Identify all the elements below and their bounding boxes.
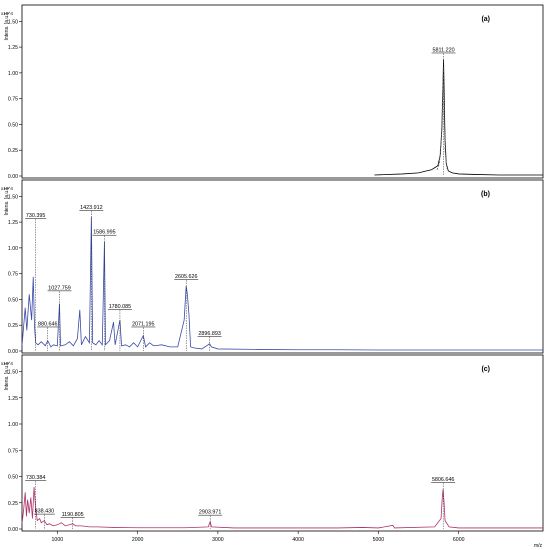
y-tick-label: 1.25 [8,45,18,51]
y-tick-label: 0.00 [8,174,18,180]
y-tick-label: 1.25 [8,396,18,402]
y-tick-label: 0.25 [8,323,18,329]
peak-label: 1027.759 [48,285,70,291]
y-tick-label: 0.00 [8,349,18,355]
panel-label: (c) [481,366,490,373]
y-tick-label: 0.75 [8,448,18,454]
panel-frame [21,4,544,179]
y-axis-label: Intens. [a.u.] [4,12,10,40]
peak-label: 5806.646 [432,477,454,483]
y-axis-label: Intens. [a.u.] [4,187,10,215]
x-tick-label: 5000 [373,537,385,543]
y-tick-label: 0.50 [8,475,18,481]
x-tick-label: 1000 [52,537,64,543]
peak-label: 2896.893 [198,331,220,337]
x-axis-label: m/z [534,543,543,549]
panel-frame [21,354,544,532]
y-tick-label: 0.75 [8,272,18,278]
y-tick-label: 1.00 [8,422,18,428]
y-tick-label: 0.50 [8,297,18,303]
y-tick-label: 0.75 [8,97,18,103]
y-axis-label: Intens. [a.u.] [4,362,10,390]
peak-label: 2071.195 [132,321,154,327]
y-exponent: x10^4 [1,186,13,191]
y-exponent: x10^4 [1,11,13,16]
peak-label: 880.646 [38,321,58,327]
peak-label: 1423.912 [80,205,102,211]
peak-label: 5811.220 [433,47,455,53]
x-tick-label: 3000 [212,537,224,543]
spectrum-series [21,486,543,529]
x-tick-label: 2000 [132,537,144,543]
peak-label: 730.395 [26,213,46,219]
y-tick-label: 1.00 [8,246,18,252]
y-tick-label: 1.00 [8,71,18,77]
y-tick-label: 1.50 [8,194,18,200]
y-tick-label: 0.25 [8,501,18,507]
peak-label: 1780.085 [109,304,131,310]
y-tick-label: 1.50 [8,19,18,25]
panel-label: (b) [481,191,490,198]
peak-label: 1586.995 [93,230,115,236]
spectrum-series [436,67,450,173]
peak-label: 730.384 [26,475,46,481]
y-tick-label: 0.50 [8,122,18,128]
peak-label: 2605.626 [175,274,197,280]
y-tick-label: 0.00 [8,527,18,533]
y-tick-label: 1.50 [8,370,18,376]
y-tick-label: 0.25 [8,148,18,154]
peak-label: 2903.971 [199,510,221,516]
panel-frame [21,179,544,354]
peak-label: 838.430 [35,509,55,515]
y-exponent: x10^4 [1,361,13,366]
x-tick-label: 4000 [292,537,304,543]
peak-label: 1190.805 [62,512,84,518]
x-tick-label: 6000 [453,537,465,543]
y-tick-label: 1.25 [8,220,18,226]
spectrum-series [21,216,543,351]
panel-label: (a) [481,16,490,23]
